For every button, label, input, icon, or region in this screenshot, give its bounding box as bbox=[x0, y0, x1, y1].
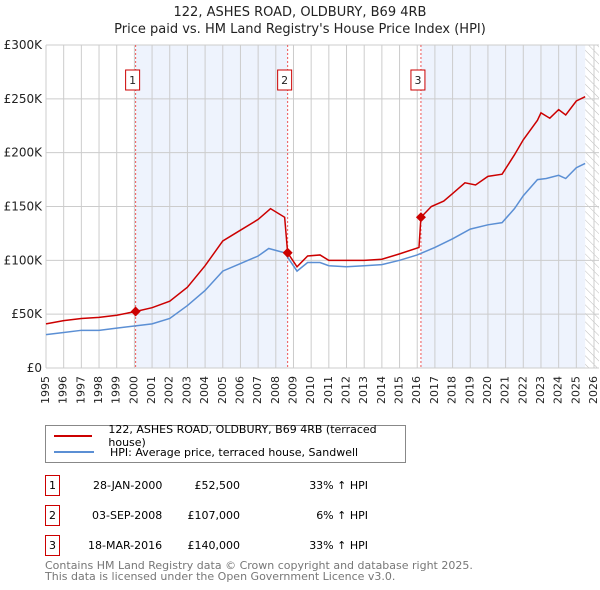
sale-row: 1 28-JAN-2000 £52,500 33% ↑ HPI bbox=[45, 475, 385, 497]
x-tick-label: 2000 bbox=[127, 376, 140, 404]
sale-price: £52,500 bbox=[194, 479, 241, 492]
x-tick-label: 2021 bbox=[499, 376, 512, 404]
legend: 122, ASHES ROAD, OLDBURY, B69 4RB (terra… bbox=[45, 423, 406, 463]
sale-marker-label: 1 bbox=[45, 475, 60, 496]
sale-marker-label: 3 bbox=[414, 74, 421, 87]
legend-label: HPI: Average price, terraced house, Sand… bbox=[110, 445, 359, 459]
sale-row: 2 03-SEP-2008 £107,000 6% ↑ HPI bbox=[45, 505, 385, 527]
x-tick-label: 1999 bbox=[110, 376, 123, 404]
x-tick-label: 2009 bbox=[286, 376, 299, 404]
x-tick-label: 2010 bbox=[304, 376, 317, 404]
x-tick-label: 2011 bbox=[322, 376, 335, 404]
footer: Contains HM Land Registry data © Crown c… bbox=[45, 560, 473, 582]
sale-point bbox=[130, 306, 141, 317]
x-tick-label: 2020 bbox=[481, 376, 494, 404]
sale-marker-label: 3 bbox=[45, 535, 60, 556]
sale-marker-label: 2 bbox=[281, 74, 288, 87]
sale-hpi: 33% ↑ HPI bbox=[309, 539, 368, 552]
y-tick-label: £200K bbox=[4, 146, 44, 160]
chart-plot: 1995 1996 1997 1998 1999 2000 2001 2002 2003 2004… bbox=[4, 38, 600, 404]
x-tick-label: 2013 bbox=[357, 376, 370, 404]
sale-marker-label: 2 bbox=[45, 505, 60, 526]
sale-row: 3 18-MAR-2016 £140,000 33% ↑ HPI bbox=[45, 535, 385, 557]
x-tick-label: 1997 bbox=[74, 376, 87, 404]
y-tick-label: £0 bbox=[27, 361, 42, 375]
legend-item-hpi: HPI: Average price, terraced house, Sand… bbox=[54, 444, 358, 460]
y-tick-label: £150K bbox=[4, 200, 44, 214]
x-tick-label: 2016 bbox=[410, 376, 423, 404]
y-tick-label: £100K bbox=[4, 253, 44, 267]
x-tick-label: 2008 bbox=[269, 376, 282, 404]
sale-marker-box bbox=[277, 69, 293, 91]
x-tick-label: 2014 bbox=[375, 376, 388, 404]
sale-price: £107,000 bbox=[187, 509, 241, 522]
x-tick-label: 2015 bbox=[393, 376, 406, 404]
x-tick-label: 2003 bbox=[180, 376, 193, 404]
footer-line: Contains HM Land Registry data © Crown c… bbox=[45, 559, 473, 572]
sale-marker-label: 1 bbox=[129, 74, 136, 87]
x-tick-label: 2004 bbox=[198, 376, 211, 404]
x-tick-label: 2019 bbox=[463, 376, 476, 404]
x-tick-label: 2001 bbox=[145, 376, 158, 404]
series-line bbox=[45, 96, 586, 325]
sale-date: 18-MAR-2016 bbox=[88, 539, 163, 552]
y-tick-label: £250K bbox=[4, 92, 44, 106]
sale-price: £140,000 bbox=[187, 539, 241, 552]
y-tick-label: £300K bbox=[4, 38, 44, 52]
x-tick-label: 2012 bbox=[340, 376, 353, 404]
footer-line: This data is licensed under the Open Gov… bbox=[45, 570, 396, 583]
sale-date: 03-SEP-2008 bbox=[92, 509, 163, 522]
legend-label: 122, ASHES ROAD, OLDBURY, B69 4RB (terra… bbox=[108, 423, 377, 449]
x-tick-label: 2024 bbox=[552, 376, 565, 404]
x-tick-label: 1996 bbox=[57, 376, 70, 404]
chart-title: 122, ASHES ROAD, OLDBURY, B69 4RB bbox=[173, 5, 427, 20]
x-tick-label: 1998 bbox=[92, 376, 105, 404]
series-line bbox=[45, 162, 586, 336]
x-tick-label: 1995 bbox=[39, 376, 52, 404]
sale-hpi: 33% ↑ HPI bbox=[309, 479, 368, 492]
x-tick-label: 2018 bbox=[446, 376, 459, 404]
x-tick-label: 2026 bbox=[587, 376, 600, 404]
sale-point bbox=[415, 212, 426, 223]
x-tick-label: 2005 bbox=[216, 376, 229, 404]
sale-point bbox=[282, 247, 293, 258]
x-tick-label: 2022 bbox=[516, 376, 529, 404]
y-tick-label: £50K bbox=[11, 307, 43, 321]
x-tick-label: 2002 bbox=[163, 376, 176, 404]
sale-hpi: 6% ↑ HPI bbox=[316, 509, 368, 522]
x-tick-label: 2025 bbox=[569, 376, 582, 404]
x-tick-label: 2006 bbox=[233, 376, 246, 404]
sale-date: 28-JAN-2000 bbox=[93, 479, 163, 492]
x-tick-label: 2017 bbox=[428, 376, 441, 404]
chart-subtitle: Price paid vs. HM Land Registry's House … bbox=[114, 22, 486, 37]
x-tick-label: 2023 bbox=[534, 376, 547, 404]
x-tick-label: 2007 bbox=[251, 376, 264, 404]
sale-marker-box bbox=[410, 69, 426, 91]
legend-item-property: 122, ASHES ROAD, OLDBURY, B69 4RB (terra… bbox=[54, 423, 405, 449]
sale-marker-box bbox=[125, 69, 141, 91]
